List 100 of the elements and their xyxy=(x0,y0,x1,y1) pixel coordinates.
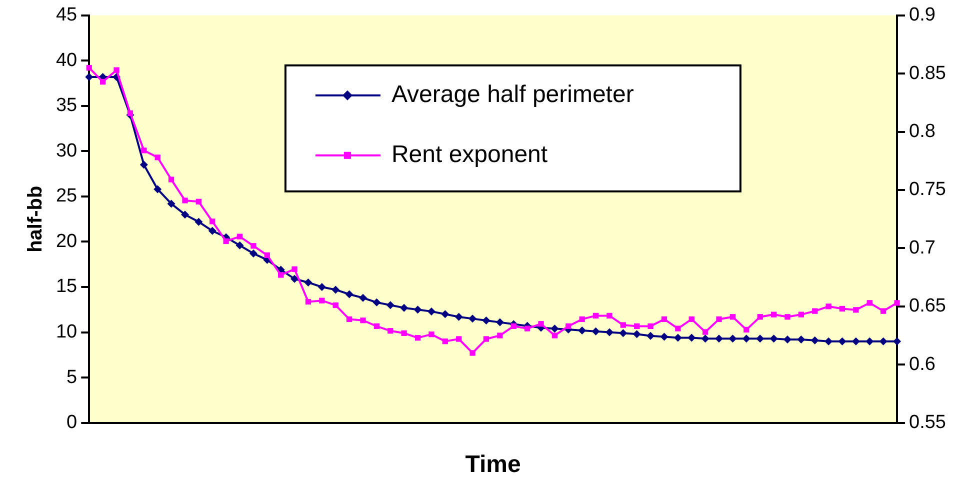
point xyxy=(278,272,284,278)
point xyxy=(208,226,216,235)
point xyxy=(879,337,888,346)
point xyxy=(358,294,367,302)
point xyxy=(372,298,381,306)
point xyxy=(770,312,777,318)
point xyxy=(648,323,654,330)
point xyxy=(114,67,120,73)
point xyxy=(180,210,189,219)
y-tick-label: 30 xyxy=(56,140,78,162)
legend-label: Rent exponent xyxy=(391,141,548,168)
y-tick-label: 25 xyxy=(56,186,78,207)
point xyxy=(632,330,641,338)
y2-tick-label: 0.85 xyxy=(909,62,946,84)
point xyxy=(852,337,860,346)
point xyxy=(606,312,612,319)
point xyxy=(442,338,448,344)
point xyxy=(894,300,900,306)
point xyxy=(167,200,176,208)
point xyxy=(388,328,394,334)
point xyxy=(893,337,902,346)
point xyxy=(304,278,312,286)
point xyxy=(783,336,792,344)
point xyxy=(374,323,380,330)
point xyxy=(810,336,819,344)
point xyxy=(346,316,352,322)
point xyxy=(127,110,134,116)
point xyxy=(194,218,203,226)
point xyxy=(605,328,614,336)
point xyxy=(784,314,790,320)
point xyxy=(770,334,778,343)
point xyxy=(85,72,94,81)
point xyxy=(550,324,559,333)
y-tick-label: 5 xyxy=(66,366,78,388)
point xyxy=(210,218,216,224)
point xyxy=(168,176,174,182)
point xyxy=(496,318,504,326)
point xyxy=(578,326,586,334)
point xyxy=(730,314,736,320)
point xyxy=(154,154,160,160)
y-tick-label: 20 xyxy=(56,230,78,252)
point xyxy=(305,298,312,305)
point xyxy=(332,286,340,294)
point xyxy=(441,310,450,318)
point xyxy=(701,334,710,343)
point xyxy=(797,336,806,344)
point xyxy=(470,350,476,356)
y-tick-label: 35 xyxy=(56,95,78,116)
point xyxy=(140,160,148,169)
point xyxy=(866,300,872,306)
point xyxy=(660,332,668,341)
point xyxy=(497,332,503,338)
point xyxy=(675,326,681,332)
point xyxy=(414,335,421,341)
point xyxy=(728,334,737,343)
x-axis-title: Time xyxy=(465,451,521,478)
point xyxy=(182,198,188,204)
point xyxy=(414,306,422,314)
point xyxy=(236,234,243,240)
y-axis-title: half-bb xyxy=(24,186,47,252)
point xyxy=(100,78,106,85)
point xyxy=(223,238,229,244)
y2-tick-label: 0.6 xyxy=(909,354,936,375)
point xyxy=(866,337,874,346)
y-tick-label: 0 xyxy=(66,412,78,434)
point xyxy=(757,314,763,320)
point xyxy=(688,334,696,342)
point xyxy=(566,323,572,330)
point xyxy=(401,330,407,336)
point xyxy=(798,312,804,318)
point xyxy=(400,304,408,312)
point xyxy=(742,334,750,343)
point xyxy=(853,307,859,313)
point xyxy=(826,304,832,310)
y2-tick-label: 0.9 xyxy=(909,4,936,26)
point xyxy=(839,306,846,312)
point xyxy=(620,322,626,328)
point xyxy=(702,329,708,335)
point xyxy=(428,332,434,338)
point xyxy=(456,336,462,342)
y2-tick-label: 0.55 xyxy=(909,412,946,434)
point xyxy=(318,283,326,291)
y-tick-label: 15 xyxy=(56,276,78,298)
y-tick-label: 40 xyxy=(56,50,78,71)
point xyxy=(552,332,558,338)
point xyxy=(538,321,544,327)
point xyxy=(674,334,682,342)
point xyxy=(332,302,338,308)
y2-tick-label: 0.75 xyxy=(909,179,946,200)
point xyxy=(744,326,750,333)
point xyxy=(661,316,668,322)
point xyxy=(386,301,394,310)
point xyxy=(427,307,436,316)
point xyxy=(482,316,490,324)
point xyxy=(141,148,147,154)
point xyxy=(592,312,599,319)
point xyxy=(236,241,244,250)
point xyxy=(634,323,640,330)
point xyxy=(579,316,585,322)
point xyxy=(249,250,258,258)
